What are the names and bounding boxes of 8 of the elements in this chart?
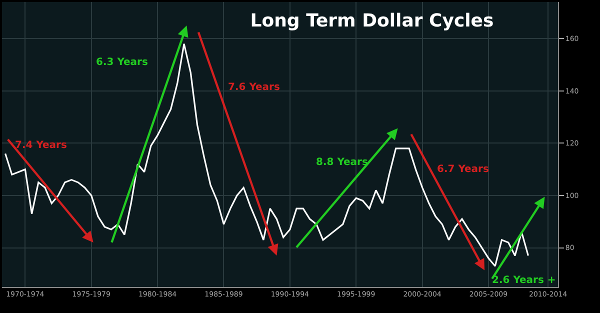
annotation: 2.6 Years +: [492, 275, 556, 286]
annotation: 6.3 Years: [96, 57, 148, 68]
text: Long Term Dollar Cycles: [250, 10, 494, 32]
annotation: 8.8 Years: [316, 157, 368, 168]
annotation: 6.7 Years: [437, 164, 489, 175]
annotation: 7.6 Years: [228, 82, 280, 93]
line-series: [4, 43, 530, 267]
annotation: 7.4 Years: [15, 140, 67, 151]
